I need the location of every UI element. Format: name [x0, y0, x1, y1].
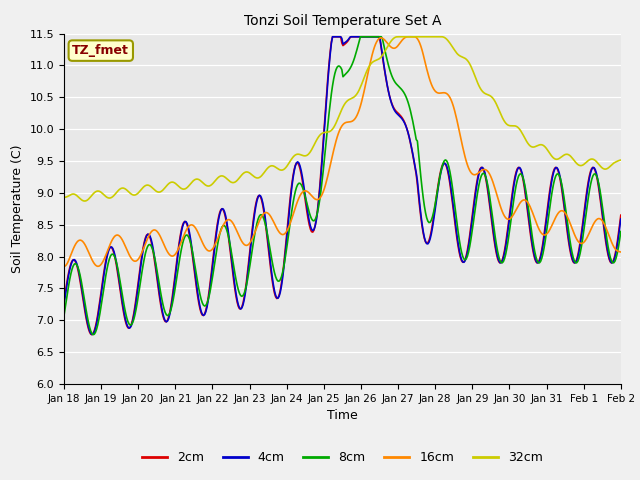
Text: TZ_fmet: TZ_fmet — [72, 44, 129, 57]
2cm — [88, 332, 96, 337]
Y-axis label: Soil Temperature (C): Soil Temperature (C) — [11, 144, 24, 273]
16cm — [60, 264, 68, 269]
4cm — [329, 34, 337, 40]
16cm — [295, 195, 303, 201]
16cm — [617, 249, 625, 255]
2cm — [374, 34, 381, 40]
4cm — [472, 191, 479, 197]
16cm — [399, 37, 406, 43]
32cm — [568, 155, 576, 161]
4cm — [568, 254, 576, 260]
8cm — [374, 34, 381, 40]
Line: 4cm: 4cm — [64, 37, 621, 335]
2cm — [617, 212, 625, 218]
32cm — [617, 157, 625, 163]
32cm — [394, 34, 401, 40]
2cm — [472, 188, 479, 193]
16cm — [372, 41, 380, 47]
8cm — [472, 204, 479, 210]
16cm — [234, 229, 241, 235]
32cm — [401, 34, 408, 40]
8cm — [401, 91, 408, 96]
8cm — [234, 287, 242, 293]
4cm — [88, 332, 96, 337]
2cm — [60, 298, 68, 304]
Title: Tonzi Soil Temperature Set A: Tonzi Soil Temperature Set A — [244, 14, 441, 28]
8cm — [568, 249, 576, 255]
2cm — [234, 304, 242, 310]
X-axis label: Time: Time — [327, 409, 358, 422]
2cm — [296, 166, 304, 171]
Line: 16cm: 16cm — [64, 37, 621, 266]
32cm — [60, 194, 68, 200]
16cm — [567, 222, 575, 228]
Legend: 2cm, 4cm, 8cm, 16cm, 32cm: 2cm, 4cm, 8cm, 16cm, 32cm — [137, 446, 548, 469]
8cm — [617, 228, 625, 234]
32cm — [373, 57, 381, 63]
2cm — [401, 120, 408, 125]
4cm — [617, 216, 625, 222]
8cm — [356, 34, 364, 40]
16cm — [470, 172, 478, 178]
32cm — [296, 152, 304, 157]
2cm — [329, 34, 337, 40]
4cm — [401, 120, 408, 126]
4cm — [234, 302, 242, 308]
Line: 32cm: 32cm — [64, 37, 621, 201]
2cm — [568, 256, 576, 262]
32cm — [472, 75, 479, 81]
8cm — [60, 312, 68, 318]
4cm — [374, 34, 381, 40]
Line: 2cm: 2cm — [64, 37, 621, 335]
8cm — [89, 332, 97, 337]
16cm — [404, 34, 412, 40]
32cm — [81, 198, 89, 204]
8cm — [296, 180, 304, 186]
Line: 8cm: 8cm — [64, 37, 621, 335]
32cm — [234, 176, 242, 182]
4cm — [60, 301, 68, 307]
4cm — [296, 163, 304, 168]
